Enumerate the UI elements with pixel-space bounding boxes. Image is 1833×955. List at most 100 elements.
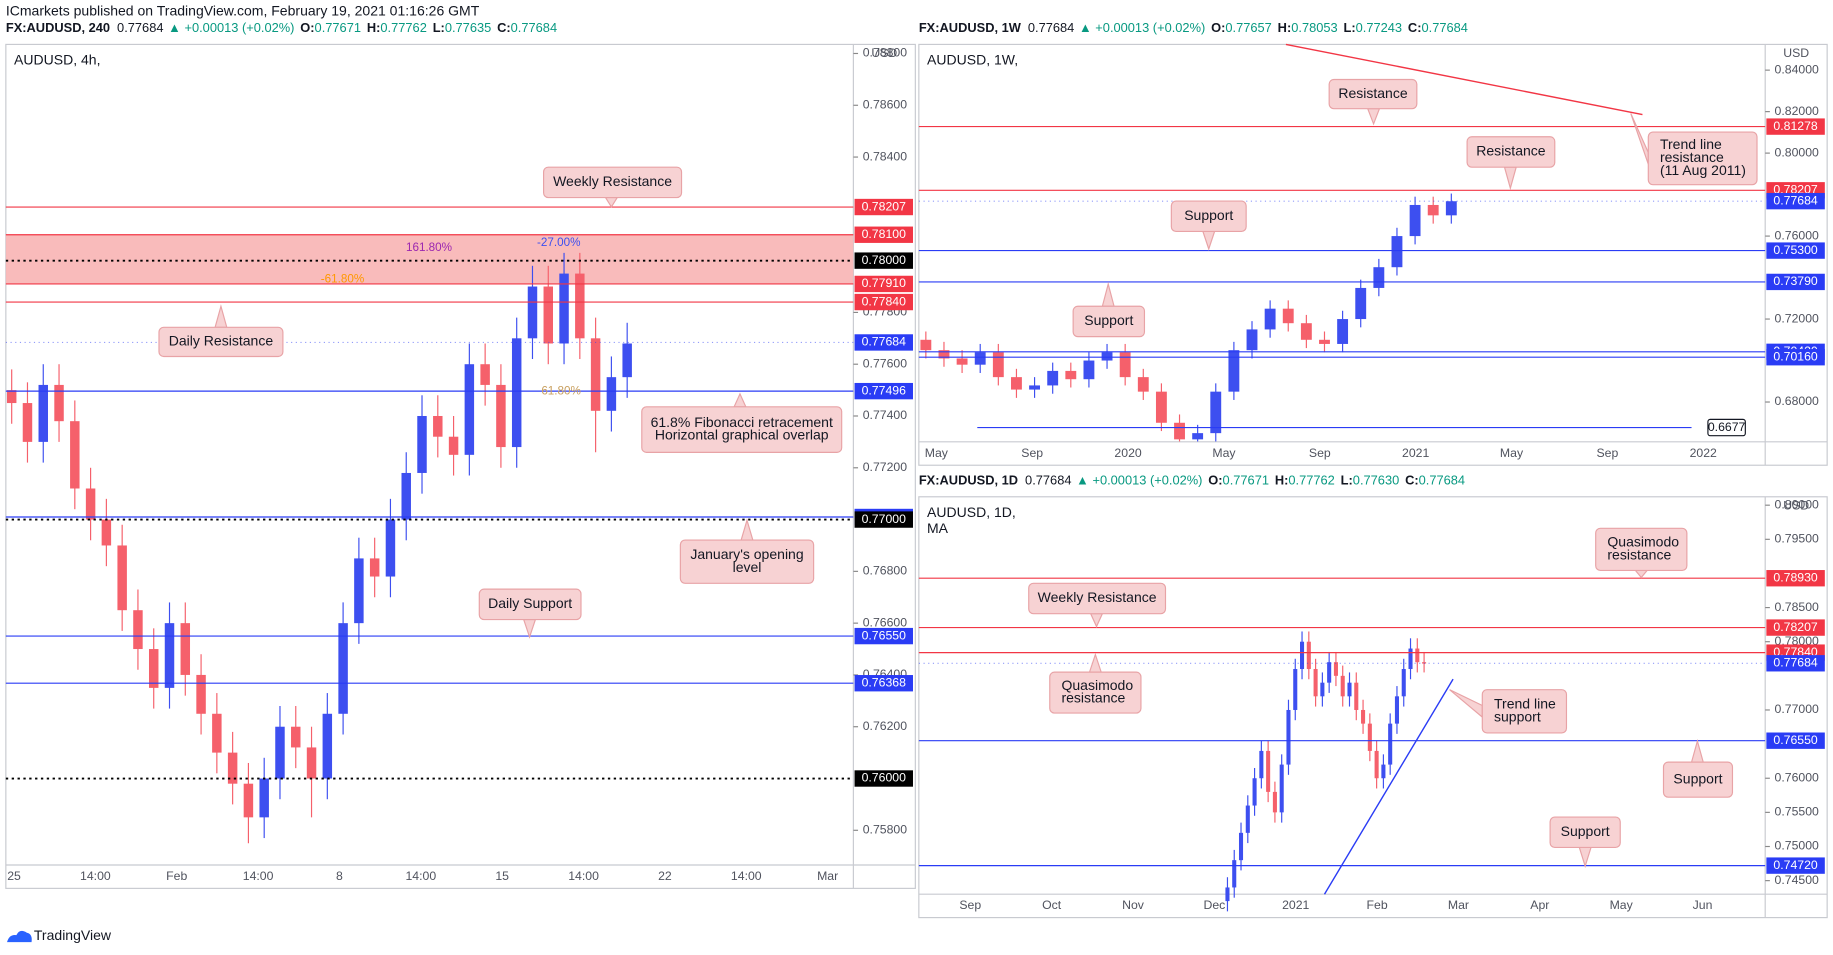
callout-text: Support — [1084, 312, 1133, 328]
candle-body — [1300, 323, 1312, 340]
candle-body — [70, 421, 80, 489]
ohlc-value: 0.77635 — [445, 21, 491, 36]
candle-body — [227, 752, 238, 784]
candle-body — [338, 623, 348, 714]
candle-body — [464, 364, 475, 455]
candle-body — [306, 747, 317, 779]
callout-text: Weekly Resistance — [1038, 589, 1157, 605]
y-tick-label: 0.80000 — [1775, 497, 1820, 511]
candle-body — [38, 384, 48, 442]
price-badge-label: 0.74720 — [1773, 858, 1818, 872]
candle-body — [590, 338, 601, 411]
y-tick-label: 0.74500 — [1775, 873, 1820, 887]
candle-body — [1427, 204, 1439, 216]
candle-body — [369, 558, 380, 577]
candle-body — [1401, 669, 1406, 697]
x-tick-label: 14:00 — [568, 869, 599, 883]
candle-body — [1313, 669, 1318, 697]
price-badge-label: 0.78207 — [1773, 620, 1818, 634]
y-tick-label: 0.84000 — [1775, 62, 1820, 76]
candle-body — [417, 415, 427, 473]
x-tick-label: Feb — [166, 869, 187, 883]
x-tick-label: Apr — [1530, 898, 1549, 912]
candle-body — [606, 377, 617, 411]
callout-box — [543, 166, 683, 199]
callout-box — [1049, 671, 1142, 714]
callout-text: Support — [1184, 207, 1233, 223]
callout-box — [1466, 136, 1556, 168]
x-tick-label: May — [1212, 446, 1236, 460]
x-tick-label: 15 — [495, 869, 509, 883]
ohlc-value: 0.78053 — [1291, 21, 1337, 36]
candle-body — [480, 364, 490, 385]
candle-body — [1408, 648, 1413, 670]
fib-label: 61.80% — [541, 385, 581, 398]
callout-box — [158, 326, 284, 358]
callout-text: Weekly Resistance — [553, 173, 672, 189]
callout-box — [1328, 78, 1418, 110]
chart-panel: FX:AUDUSD, 240 0.77684 ▲ +0.00013 (+0.02%)… — [5, 21, 916, 889]
callout-box — [1595, 527, 1688, 572]
x-tick-label: Jun — [1693, 898, 1713, 912]
callout-box — [641, 406, 843, 453]
candle-body — [1238, 832, 1244, 861]
candle-body — [1355, 287, 1367, 320]
candle-body — [1445, 201, 1457, 216]
callout-text: Daily Support — [488, 595, 572, 611]
callout-box — [1647, 131, 1758, 186]
price-badge-label: 0.73790 — [1773, 274, 1818, 288]
candle-body — [212, 713, 222, 753]
y-tick-label: 0.68000 — [1775, 394, 1820, 408]
y-tick-label: 0.77000 — [1775, 702, 1820, 716]
trend-line — [1323, 678, 1454, 895]
callout-text: resistance — [1061, 690, 1125, 706]
candle-body — [1340, 675, 1345, 697]
price-badge — [1766, 857, 1825, 874]
chart-title: AUDUSD, 1W, — [927, 51, 1018, 67]
x-tick-label: May — [925, 446, 949, 460]
fib-label: 161.80% — [406, 241, 452, 254]
x-tick-label: 14:00 — [731, 869, 762, 883]
candle-body — [496, 384, 506, 448]
y-tick-label: 0.77600 — [863, 356, 908, 370]
candle-body — [1361, 709, 1366, 724]
ohlc-label: O: — [1211, 21, 1225, 36]
last-price: 0.77684 — [117, 21, 163, 36]
x-tick-label: 14:00 — [243, 869, 274, 883]
last-price: 0.77684 — [1028, 21, 1074, 36]
candle-body — [1083, 360, 1095, 380]
y-tick-label: 0.75000 — [1775, 839, 1820, 853]
price-badge — [1707, 418, 1746, 437]
y-tick-label: 0.76000 — [1775, 770, 1820, 784]
ohlc-value: 0.77762 — [1288, 473, 1334, 488]
logo-text[interactable]: TradingView — [34, 927, 112, 943]
candle-body — [1210, 391, 1222, 434]
ohlc-label: O: — [1208, 473, 1222, 488]
candle-body — [920, 339, 932, 351]
trend-line — [1285, 43, 1643, 116]
change: ▲ +0.00013 (+0.02%) — [1079, 21, 1205, 36]
x-tick-label: 22 — [658, 869, 672, 883]
ohlc-value: 0.77671 — [315, 21, 361, 36]
ohlc-value: 0.77671 — [1223, 473, 1269, 488]
candle-body — [974, 352, 986, 365]
x-tick-label: Mar — [817, 869, 838, 883]
y-tick-label: 0.78800 — [863, 46, 908, 60]
price-badge-label: 0.75300 — [1773, 243, 1818, 257]
price-badge-label: 0.76550 — [1773, 733, 1818, 747]
candle-body — [559, 273, 569, 344]
x-tick-label: Nov — [1122, 898, 1145, 912]
candle-body — [1409, 204, 1421, 237]
callout-box — [1028, 582, 1167, 615]
callout-box — [478, 588, 582, 621]
price-badge-label: 0.77910 — [862, 276, 907, 290]
callout-text: Quasimodo — [1607, 534, 1679, 550]
candle-body — [1320, 682, 1325, 697]
candle-body — [511, 338, 522, 448]
candle-body — [1327, 662, 1332, 683]
symbol: FX:AUDUSD, 240 — [6, 21, 110, 36]
publish-header: ICmarkets published on TradingView.com, … — [6, 2, 480, 18]
ohlc-value: 0.77243 — [1356, 21, 1402, 36]
price-badge — [854, 293, 913, 311]
candle-body — [1391, 236, 1403, 268]
